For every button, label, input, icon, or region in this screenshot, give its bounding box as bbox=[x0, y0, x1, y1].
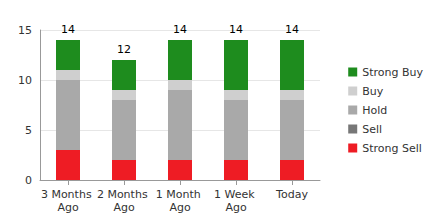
svg-text:Strong Sell: Strong Sell bbox=[362, 142, 422, 155]
svg-text:14: 14 bbox=[173, 23, 187, 36]
svg-text:Buy: Buy bbox=[362, 85, 384, 98]
svg-text:Ago: Ago bbox=[57, 201, 79, 214]
svg-text:Ago: Ago bbox=[225, 201, 247, 214]
svg-text:Strong Buy: Strong Buy bbox=[362, 66, 423, 79]
svg-text:5: 5 bbox=[25, 124, 32, 137]
svg-text:Hold: Hold bbox=[362, 104, 387, 117]
svg-text:Ago: Ago bbox=[113, 201, 135, 214]
svg-text:1 Month: 1 Month bbox=[156, 188, 204, 201]
svg-text:Ago: Ago bbox=[169, 201, 191, 214]
svg-text:10: 10 bbox=[18, 74, 32, 87]
svg-text:2 Months: 2 Months bbox=[97, 188, 151, 201]
svg-text:14: 14 bbox=[285, 23, 299, 36]
svg-text:Today: Today bbox=[275, 188, 308, 201]
svg-text:0: 0 bbox=[25, 174, 32, 187]
svg-text:Sell: Sell bbox=[362, 123, 382, 136]
svg-text:1 Week: 1 Week bbox=[214, 188, 258, 201]
svg-text:3 Months: 3 Months bbox=[41, 188, 95, 201]
svg-text:12: 12 bbox=[117, 43, 131, 56]
svg-text:15: 15 bbox=[18, 24, 32, 37]
svg-text:14: 14 bbox=[61, 23, 75, 36]
svg-text:14: 14 bbox=[229, 23, 243, 36]
